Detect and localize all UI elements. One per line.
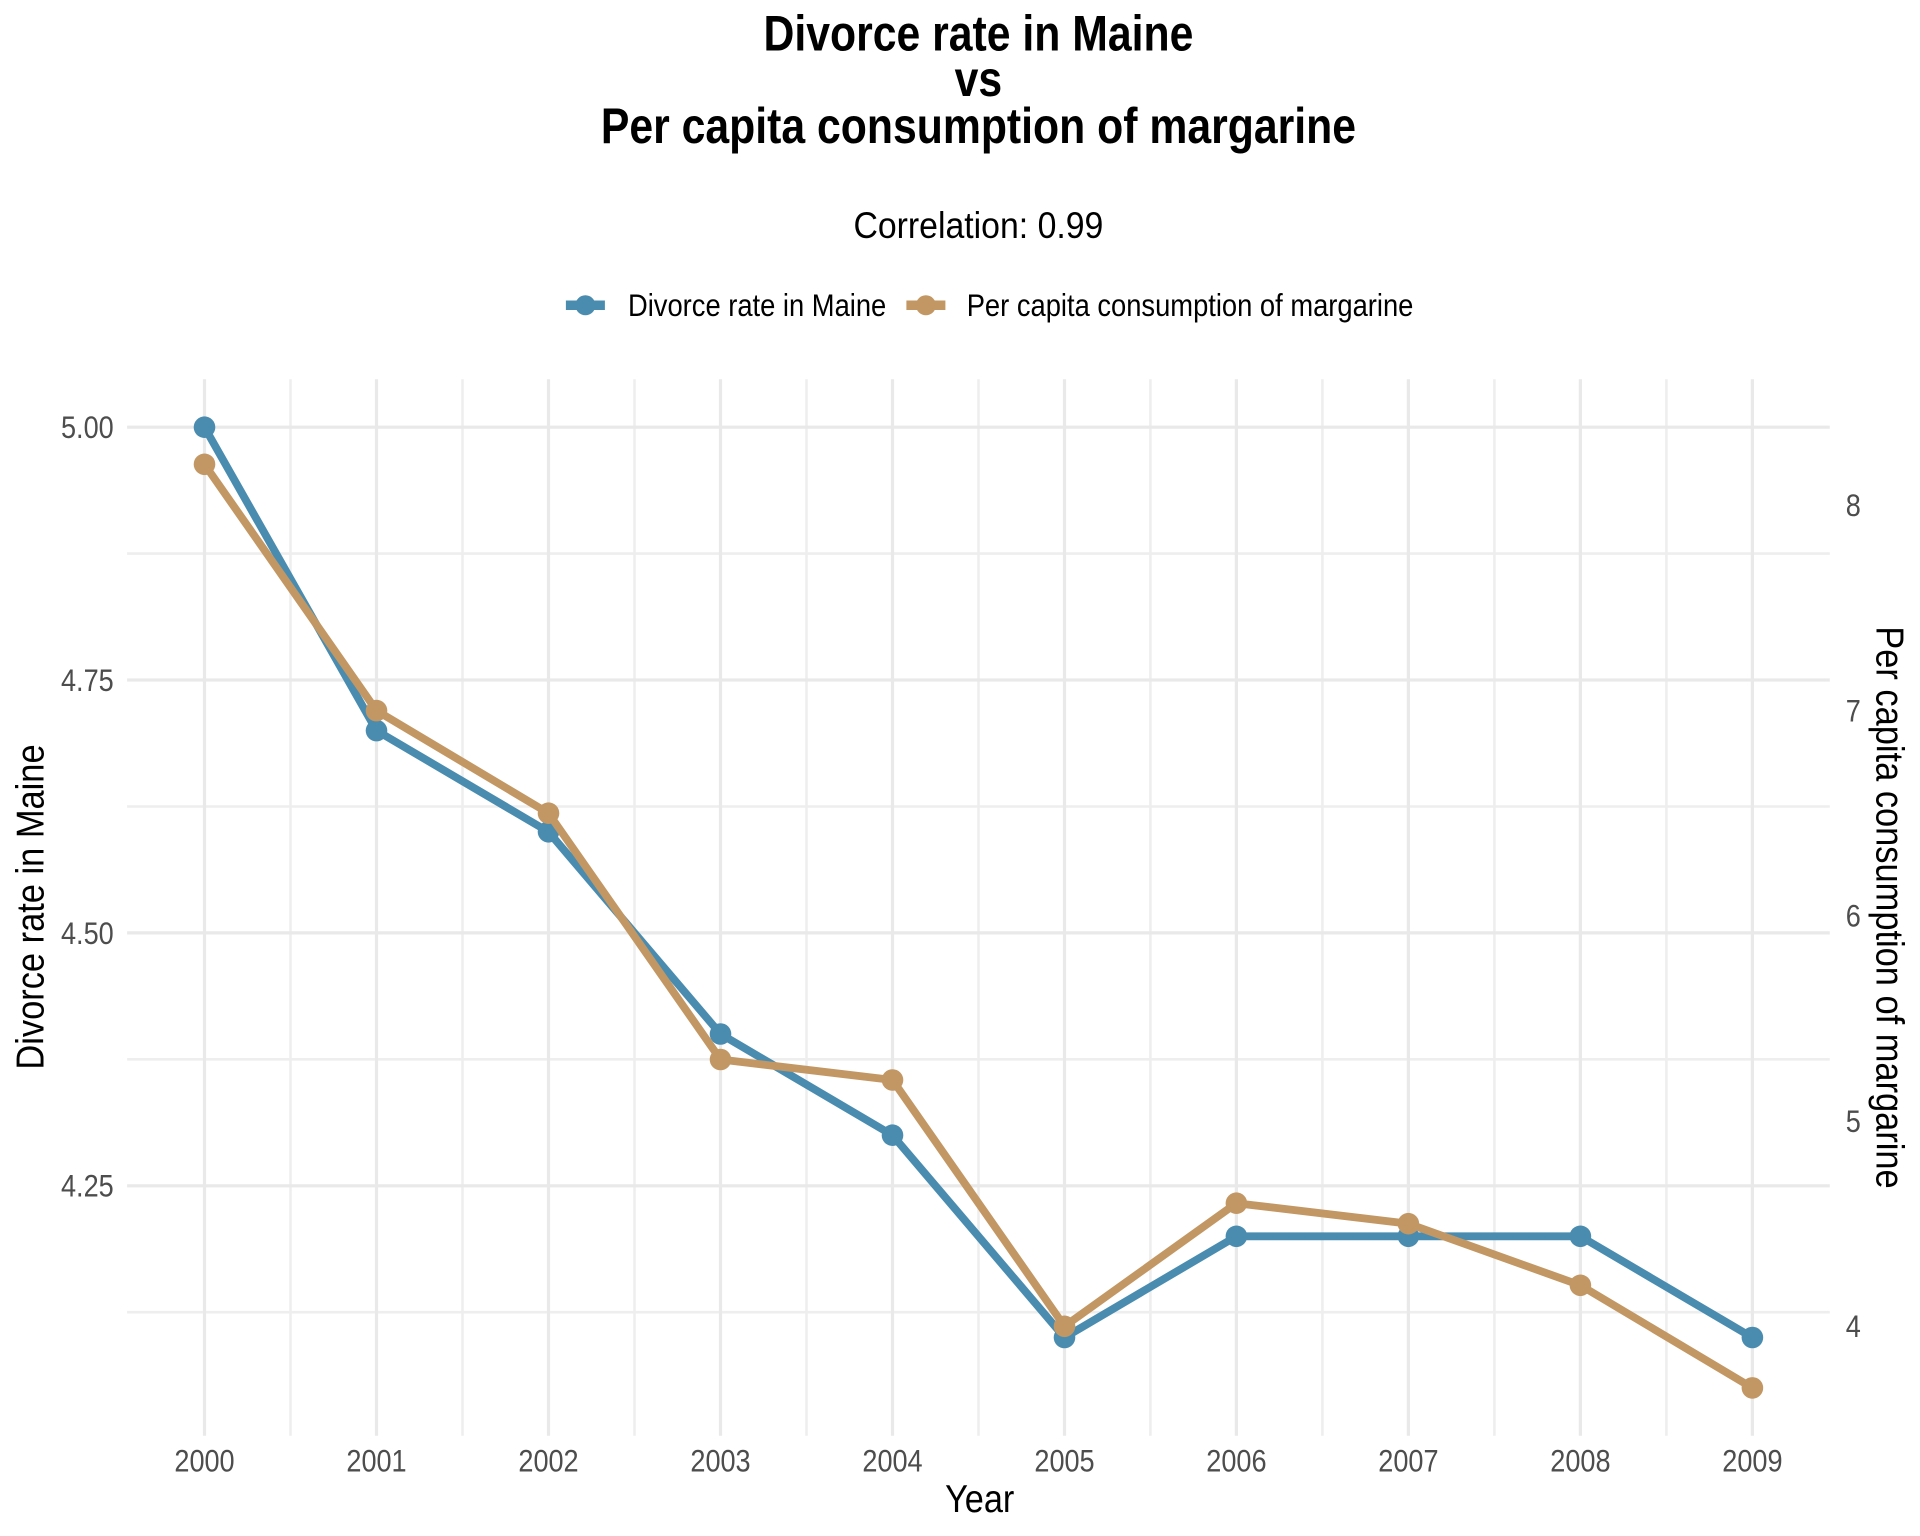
svg-text:7: 7: [1846, 694, 1861, 729]
svg-text:Divorce rate in Maine: Divorce rate in Maine: [9, 744, 52, 1069]
svg-text:4.75: 4.75: [61, 663, 114, 698]
svg-text:4.50: 4.50: [61, 916, 114, 951]
svg-text:Per capita consumption of marg: Per capita consumption of margarine: [1868, 626, 1911, 1188]
svg-text:8: 8: [1846, 488, 1861, 523]
svg-text:Year: Year: [945, 1477, 1014, 1520]
svg-text:6: 6: [1846, 899, 1861, 934]
svg-text:2009: 2009: [1722, 1444, 1782, 1479]
svg-text:2001: 2001: [346, 1444, 406, 1479]
svg-text:2000: 2000: [174, 1444, 234, 1479]
svg-text:2004: 2004: [862, 1444, 922, 1479]
svg-text:vs: vs: [955, 51, 1003, 107]
svg-text:2002: 2002: [518, 1444, 578, 1479]
svg-text:Divorce rate in Maine: Divorce rate in Maine: [628, 288, 886, 323]
svg-text:Correlation: 0.99: Correlation: 0.99: [853, 204, 1103, 246]
svg-text:2008: 2008: [1550, 1444, 1610, 1479]
svg-text:5: 5: [1846, 1104, 1861, 1139]
svg-text:5.00: 5.00: [61, 410, 114, 445]
svg-text:Per capita consumption of marg: Per capita consumption of margarine: [601, 98, 1356, 154]
svg-text:4.25: 4.25: [61, 1169, 114, 1204]
svg-text:2005: 2005: [1034, 1444, 1094, 1479]
svg-text:4: 4: [1846, 1309, 1861, 1344]
svg-text:Per capita consumption of marg: Per capita consumption of margarine: [967, 288, 1414, 323]
svg-text:2006: 2006: [1206, 1444, 1266, 1479]
svg-text:Divorce rate in Maine: Divorce rate in Maine: [763, 6, 1193, 62]
svg-text:2003: 2003: [690, 1444, 750, 1479]
svg-text:2007: 2007: [1378, 1444, 1438, 1479]
